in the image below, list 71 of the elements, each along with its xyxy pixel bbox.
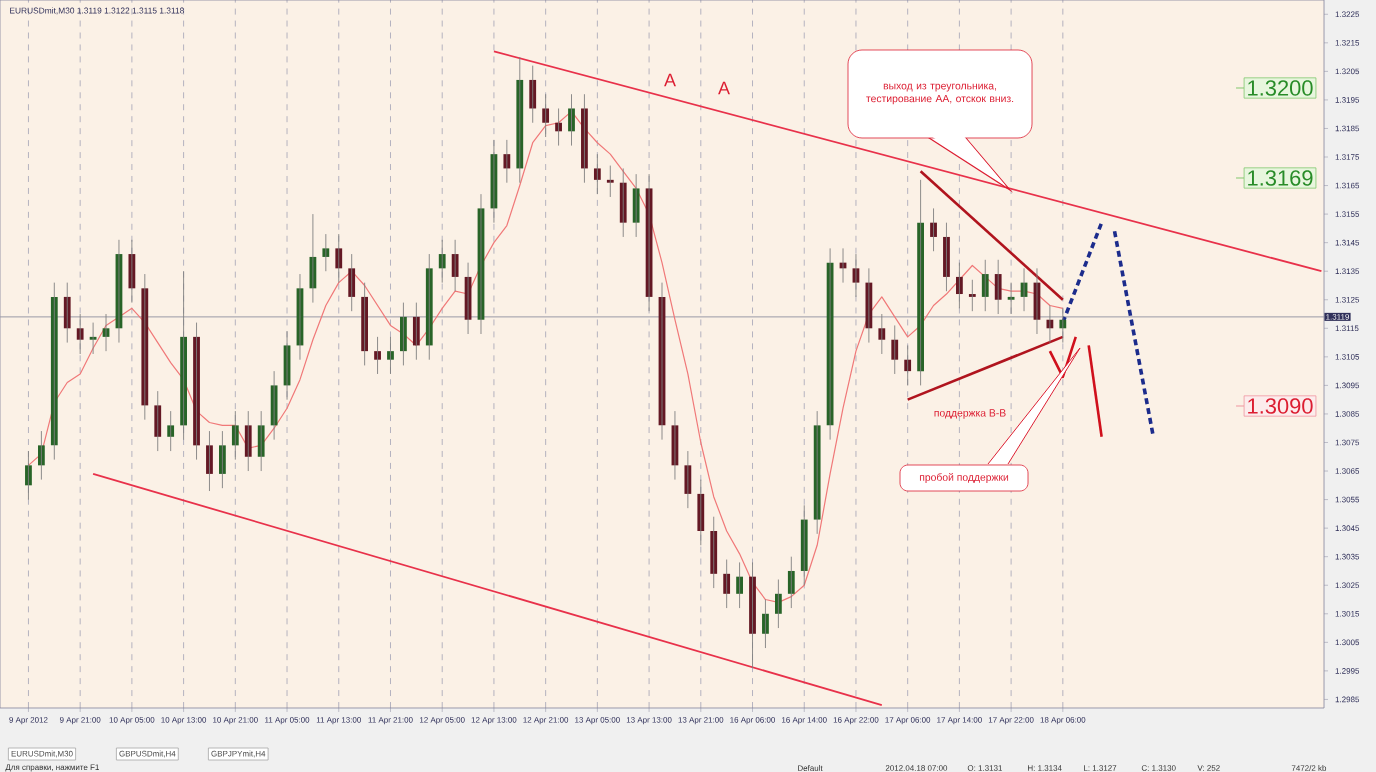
candlestick — [412, 302, 420, 361]
candlestick — [451, 239, 459, 292]
candlestick — [206, 430, 213, 492]
candlestick — [826, 247, 834, 441]
candlestick — [193, 322, 200, 461]
candlestick — [981, 259, 989, 312]
annotation: A — [664, 73, 676, 87]
candlestick — [257, 410, 265, 472]
candlestick — [154, 390, 162, 452]
candlestick — [348, 253, 356, 312]
candlestick — [891, 325, 899, 375]
candlestick — [218, 430, 226, 489]
annotation: 1.3169 — [1248, 170, 1313, 186]
candlestick — [943, 222, 950, 292]
candlestick — [697, 479, 705, 546]
candlestick — [658, 282, 666, 441]
candlestick — [1033, 267, 1041, 335]
candlestick — [296, 273, 304, 361]
candlestick — [115, 239, 123, 344]
candlestick — [477, 193, 485, 335]
candlestick — [231, 410, 239, 461]
candlestick — [800, 504, 808, 586]
candlestick — [425, 253, 433, 361]
candlestick — [645, 173, 653, 312]
candlestick — [542, 93, 550, 138]
candlestick — [762, 599, 769, 649]
candlestick — [593, 153, 601, 195]
candlestick — [141, 273, 149, 421]
candlestick — [464, 262, 472, 335]
candlestick — [968, 279, 976, 312]
candlestick — [37, 430, 45, 481]
candlestick — [400, 302, 407, 366]
candlestick — [632, 173, 640, 238]
candlestick — [671, 410, 679, 481]
candlestick — [619, 167, 627, 238]
candlestick — [710, 516, 718, 589]
candlestick — [76, 313, 84, 355]
candlestick — [50, 282, 58, 461]
candlestick — [180, 270, 187, 441]
candlestick — [322, 233, 330, 272]
candlestick — [787, 556, 795, 609]
candlestick — [994, 259, 1002, 315]
candlestick — [335, 233, 343, 284]
annotation: 1.3200 — [1248, 80, 1313, 96]
candlestick — [813, 410, 821, 535]
annotation: 1.3090 — [1248, 398, 1313, 414]
candlestick — [878, 313, 886, 355]
candlestick — [606, 165, 614, 198]
candlestick — [128, 239, 136, 304]
candlestick — [63, 282, 71, 344]
candlestick — [684, 450, 692, 509]
candlestick — [244, 410, 252, 472]
candlestick — [774, 579, 782, 629]
candlestick — [529, 65, 537, 124]
candlestick — [723, 559, 731, 609]
candlestick — [167, 410, 175, 452]
candlestick — [568, 93, 575, 147]
candlestick — [749, 561, 756, 669]
candlestick — [581, 93, 588, 184]
candlestick — [374, 336, 381, 375]
candlestick — [361, 282, 369, 366]
candlestick — [516, 56, 524, 184]
candlestick — [25, 450, 32, 501]
candlestick — [387, 336, 394, 375]
candlestick — [309, 213, 317, 304]
annotation: A — [718, 81, 730, 95]
candlestick — [270, 370, 278, 441]
candlestick — [865, 267, 873, 344]
candlestick — [283, 330, 291, 401]
candlestick — [917, 179, 924, 386]
candlestick — [490, 139, 498, 224]
